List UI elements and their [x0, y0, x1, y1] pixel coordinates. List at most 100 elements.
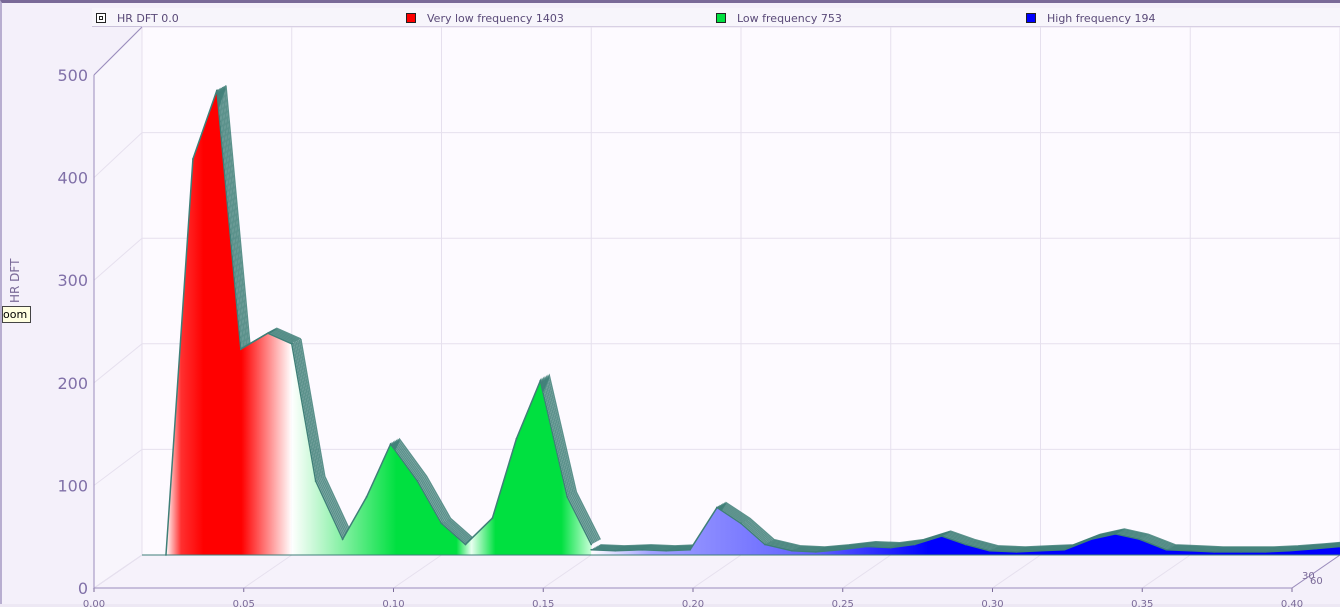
data-point	[416, 480, 419, 482]
x-tick-label: 0.40	[1281, 599, 1303, 607]
legend-item-hr-dft[interactable]: HR DFT 0.0	[96, 11, 179, 25]
data-point	[1138, 538, 1141, 541]
gridline-side	[93, 343, 143, 384]
gridline-side	[93, 448, 143, 486]
data-point	[838, 548, 841, 551]
legend-item-very-low-frequency[interactable]: Very low frequency 1403	[406, 11, 564, 25]
data-point	[1015, 550, 1018, 553]
legend-label: HR DFT 0.0	[117, 11, 179, 25]
data-point	[314, 480, 317, 482]
data-point	[865, 545, 868, 548]
legend-label: Very low frequency 1403	[427, 11, 564, 25]
gridline-floor	[842, 554, 892, 589]
data-point	[814, 550, 817, 553]
data-point	[641, 548, 644, 551]
gridline-floor	[992, 554, 1041, 589]
legend-swatch-high	[1026, 13, 1036, 23]
data-point	[491, 517, 494, 519]
data-point	[1315, 547, 1317, 550]
x-tick-label: 0.10	[382, 599, 404, 607]
data-point	[365, 496, 368, 498]
data-point	[665, 549, 668, 552]
data-point	[1264, 550, 1267, 553]
y-axis-label: HR DFT	[8, 258, 22, 303]
y-tick-label: 400	[57, 169, 88, 188]
data-point	[1090, 538, 1093, 541]
data-point	[239, 348, 242, 350]
data-point	[266, 332, 269, 335]
data-point	[341, 538, 344, 541]
x-tick-label: 0.35	[1131, 599, 1153, 607]
data-point	[689, 548, 691, 551]
x-tick-label: 0.00	[83, 599, 105, 607]
depth-axis-right	[1291, 554, 1340, 589]
data-point	[764, 543, 766, 546]
chart-plot[interactable]: 0 100 200 300 400 500 0.00 0.05 0.10 0.15 0.20 0.25…	[2, 3, 1340, 607]
legend-item-high-frequency[interactable]: High frequency 194	[1026, 11, 1155, 25]
x-tick-label: 0.20	[682, 599, 704, 607]
area-high-frequency	[591, 507, 1340, 555]
data-point	[1240, 550, 1243, 553]
gridline-floor	[692, 554, 742, 589]
y-tick-label: 300	[57, 271, 88, 290]
legend-swatch-very-low	[406, 13, 416, 23]
legend-item-low-frequency[interactable]: Low frequency 753	[716, 11, 842, 25]
data-point	[192, 158, 194, 160]
data-point	[464, 543, 467, 546]
gridline-floor	[243, 554, 293, 589]
data-point	[515, 437, 518, 440]
gridline-floor	[542, 554, 592, 589]
gridline-floor	[1141, 554, 1191, 589]
data-point	[1189, 549, 1192, 552]
data-point	[614, 549, 617, 552]
gridline-side	[93, 132, 143, 178]
data-point	[590, 543, 593, 546]
data-point	[1114, 532, 1117, 535]
area-low-frequency	[291, 343, 592, 555]
data-point	[590, 548, 593, 551]
data-point	[440, 522, 443, 525]
data-point	[940, 535, 943, 537]
x-tick-label: 0.25	[832, 599, 854, 607]
data-point	[566, 496, 569, 498]
legend-label: High frequency 194	[1047, 11, 1156, 25]
gridline-side	[93, 237, 143, 281]
data-point	[988, 549, 991, 552]
area-very-low-frequency	[165, 90, 292, 556]
data-point	[716, 506, 718, 509]
zoom-tooltip: oom	[2, 306, 32, 323]
depth-tick-label: 60	[1310, 576, 1323, 587]
gridline-floor	[93, 554, 143, 589]
data-point	[913, 543, 916, 546]
depth-tick-label: 30	[1302, 571, 1315, 582]
gridline-floor	[393, 554, 442, 589]
x-tick-label: 0.15	[532, 599, 554, 607]
left-wall	[93, 25, 143, 589]
data-point	[389, 443, 392, 446]
legend-swatch-low	[716, 13, 726, 23]
data-point	[1288, 549, 1290, 552]
data-point	[290, 342, 293, 345]
y-tick-label: 0	[78, 579, 88, 598]
data-point	[1213, 550, 1216, 553]
y-tick-label: 100	[57, 476, 88, 495]
y-tick-label: 500	[57, 66, 88, 85]
series-depth-layer	[592, 505, 1340, 552]
data-point	[964, 543, 967, 546]
data-point	[889, 546, 892, 549]
series-depth-layer	[598, 502, 1340, 549]
data-point	[1063, 548, 1066, 551]
legend-label: Low frequency 753	[737, 11, 842, 25]
data-point	[1165, 548, 1168, 551]
data-point	[1039, 549, 1042, 552]
legend: HR DFT 0.0 Very low frequency 1403 Low f…	[92, 8, 1340, 27]
series-outline	[165, 90, 293, 556]
data-point	[791, 549, 793, 552]
data-point	[215, 89, 218, 92]
x-tick-label: 0.30	[981, 599, 1003, 607]
x-tick-label: 0.05	[233, 599, 255, 607]
depth-axis-top	[93, 26, 143, 76]
data-point	[740, 522, 742, 525]
y-tick-label: 200	[57, 374, 88, 393]
